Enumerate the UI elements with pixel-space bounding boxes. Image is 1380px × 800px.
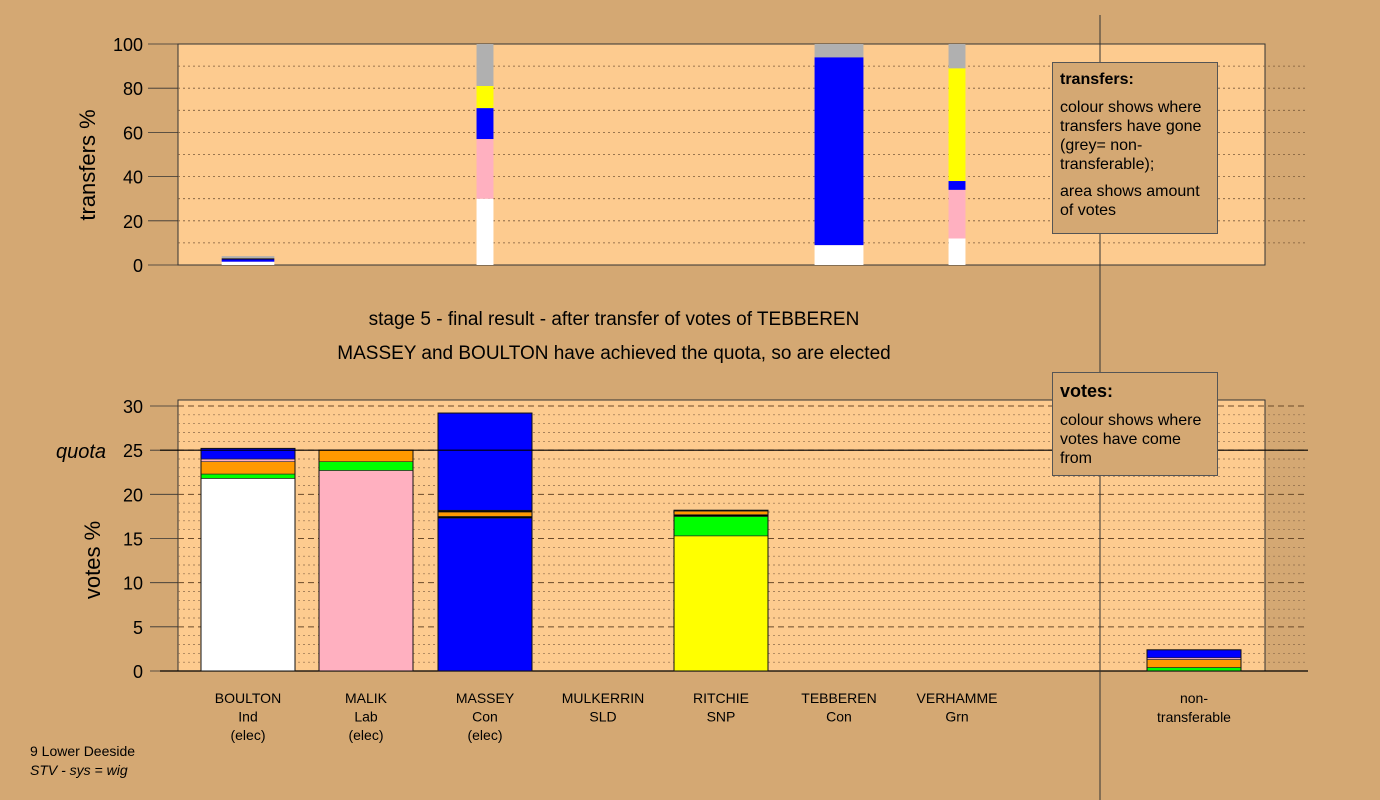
candidate-label-mulkerrin-party: SLD xyxy=(589,709,616,725)
candidate-label-ritchie-name: RITCHIE xyxy=(693,690,749,706)
votes-y-tick-label: 0 xyxy=(133,662,143,682)
transfers-y-tick-label: 100 xyxy=(113,35,143,55)
vote-bar-outline xyxy=(437,412,533,672)
vote-segment-malik-from-verhamme xyxy=(318,461,414,471)
votes-y-tick-label: 10 xyxy=(123,574,143,594)
candidate-label-tebberen-party: Con xyxy=(826,709,852,725)
votes-legend: votes: colour shows where votes have com… xyxy=(1052,372,1218,476)
constituency-label: 9 Lower Deeside xyxy=(30,743,136,759)
stage-headline: stage 5 - final result - after transfer … xyxy=(369,309,860,330)
candidate-label-mulkerrin-name: MULKERRIN xyxy=(562,690,644,706)
votes-y-tick-label: 25 xyxy=(123,441,143,461)
elected-headline: MASSEY and BOULTON have achieved the quo… xyxy=(337,343,890,364)
transfer-segment-verhamme-to-boulton xyxy=(948,238,966,265)
transfers-bars xyxy=(221,44,966,265)
candidate-labels: BOULTON Ind (elec) MALIK Lab (elec) MASSEY Con (… xyxy=(215,690,1231,743)
transfer-segment-verhamme-to-massey xyxy=(948,181,966,190)
transfers-y-tick-label: 40 xyxy=(123,168,143,188)
candidate-label-boulton-name: BOULTON xyxy=(215,690,281,706)
transfer-segment-tebberen-to-non-transferable xyxy=(814,44,864,58)
votes-y-tick-label: 5 xyxy=(133,618,143,638)
vote-bar-outline xyxy=(1146,649,1242,672)
votes-y-tick-label: 20 xyxy=(123,485,143,505)
transfer-segment-boulton-to-massey xyxy=(221,259,275,262)
vote-segment-massey-from-massey xyxy=(437,517,533,672)
vote-segment-malik-from-mulkerrin xyxy=(318,449,414,462)
vote-bar-outline xyxy=(673,509,769,672)
vote-segment-malik-from-malik xyxy=(318,470,414,672)
candidate-label-boulton-status: (elec) xyxy=(230,727,265,743)
candidate-label-malik-party: Lab xyxy=(354,709,378,725)
transfers-y-tick-label: 60 xyxy=(123,123,143,143)
candidate-label-tebberen-name: TEBBEREN xyxy=(801,690,876,706)
vote-segment-non-transferable-from-massey xyxy=(1146,649,1242,659)
transfer-segment-massey-to-non-transferable xyxy=(476,44,494,86)
candidate-label-verhamme-name: VERHAMME xyxy=(917,690,998,706)
candidate-label-malik-status: (elec) xyxy=(348,727,383,743)
transfer-segment-massey-to-boulton xyxy=(476,198,494,265)
candidate-label-massey-status: (elec) xyxy=(467,727,502,743)
votes-y-tick-label: 30 xyxy=(123,397,143,417)
vote-segment-massey-from-mulkerrin xyxy=(437,511,533,517)
transfers-y-ticks: 0 20 40 60 80 100 xyxy=(113,35,178,276)
transfers-legend-text: colour shows where transfers have gone (… xyxy=(1060,99,1202,173)
votes-bars xyxy=(200,412,1242,672)
votes-legend-text: colour shows where votes have come from xyxy=(1060,412,1202,467)
vote-segment-boulton-from-verhamme xyxy=(200,473,296,479)
transfer-segment-massey-to-massey xyxy=(476,108,494,140)
transfers-y-tick-label: 80 xyxy=(123,79,143,99)
transfer-segment-verhamme-to-malik xyxy=(948,189,966,239)
transfers-y-tick-label: 0 xyxy=(133,256,143,276)
vote-segment-ritchie-from-verhamme xyxy=(673,516,769,537)
transfer-segment-boulton-to-boulton xyxy=(221,261,275,265)
vote-segment-ritchie-from-mulkerrin xyxy=(673,510,769,515)
transfers-legend-title: transfers: xyxy=(1060,71,1134,88)
candidate-label-massey-party: Con xyxy=(472,709,498,725)
quota-label: quota xyxy=(56,441,106,463)
transfer-segment-boulton-to-non-transferable xyxy=(221,256,275,259)
candidate-label-verhamme-party: Grn xyxy=(945,709,968,725)
vote-segment-non-transferable-from-verhamme xyxy=(1146,667,1242,672)
candidate-label-ritchie-party: SNP xyxy=(707,709,736,725)
transfer-segment-tebberen-to-massey xyxy=(814,57,864,246)
votes-y-axis-label: votes % xyxy=(80,521,105,599)
votes-legend-title: votes: xyxy=(1060,381,1114,401)
transfer-segment-verhamme-to-non-transferable xyxy=(948,44,966,69)
candidate-label-boulton-party: Ind xyxy=(238,709,257,725)
category-label-non-transferable: non- xyxy=(1180,690,1208,706)
candidate-label-massey-name: MASSEY xyxy=(456,690,515,706)
votes-y-tick-label: 15 xyxy=(123,530,143,550)
transfer-segment-verhamme-to-ritchie xyxy=(948,68,966,182)
vote-segment-boulton-from-mulkerrin xyxy=(200,461,296,475)
transfers-y-axis-label: transfers % xyxy=(75,109,100,220)
transfer-segment-massey-to-malik xyxy=(476,139,494,199)
transfer-segment-boulton-to-tebberen xyxy=(221,258,275,260)
transfers-legend: transfers: colour shows where transfers … xyxy=(1052,62,1218,234)
category-label-non-transferable: transferable xyxy=(1157,709,1231,725)
transfers-legend-area-text: area shows amount of votes xyxy=(1060,183,1200,219)
vote-bar-outline xyxy=(200,447,296,672)
system-label: STV - sys = wig xyxy=(30,762,128,778)
vote-segment-non-transferable-from-mulkerrin xyxy=(1146,659,1242,668)
transfer-segment-tebberen-to-boulton xyxy=(814,245,864,265)
vote-segment-boulton-from-boulton xyxy=(200,478,296,672)
vote-segment-massey-from-massey xyxy=(437,412,533,511)
vote-segment-boulton-from-malik xyxy=(200,458,296,462)
transfers-y-tick-label: 20 xyxy=(123,212,143,232)
transfer-segment-massey-to-ritchie xyxy=(476,85,494,109)
candidate-label-malik-name: MALIK xyxy=(345,690,388,706)
vote-segment-ritchie-from-ritchie xyxy=(673,535,769,672)
